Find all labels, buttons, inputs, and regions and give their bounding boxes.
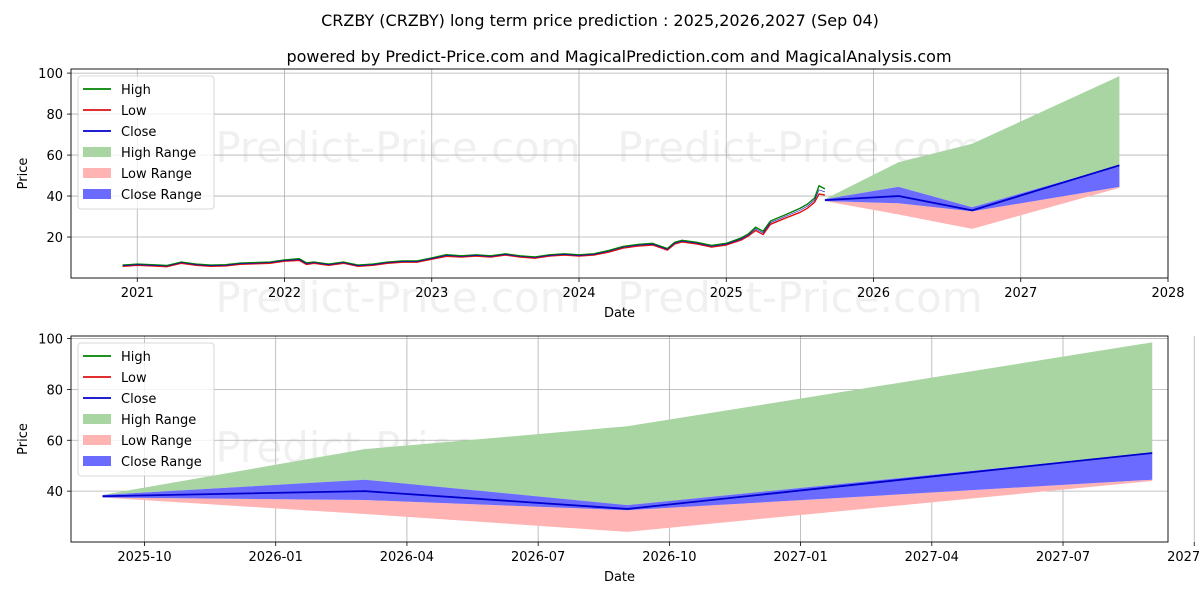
y-axis-label: Price: [16, 423, 31, 455]
chart-subtitle: powered by Predict-Price.com and Magical…: [286, 47, 951, 66]
low-line: [122, 193, 826, 268]
x-tick-label: 2023: [415, 286, 448, 301]
legend-low-range-swatch: [83, 435, 111, 445]
y-tick-label: 100: [38, 67, 63, 82]
y-tick-label: 60: [46, 434, 63, 449]
close-range-band: [824, 165, 1120, 212]
x-axis-label: Date: [604, 306, 635, 321]
legend-close-label: Close: [121, 125, 156, 140]
legend-close-range-label: Close Range: [121, 455, 202, 470]
y-tick-label: 20: [46, 231, 63, 246]
watermark: Predict-Price.com: [215, 123, 580, 172]
x-tick-label: 2026: [857, 286, 890, 301]
legend-low-label: Low: [121, 371, 147, 386]
x-tick-label: 2022: [268, 286, 301, 301]
x-tick-label: 2027-04: [905, 550, 959, 565]
high-range-band: [824, 76, 1120, 208]
x-tick-label: 2026-01: [249, 550, 303, 565]
legend-low-label: Low: [121, 104, 147, 119]
x-tick-label: 2026-04: [380, 550, 434, 565]
legend-high-range-label: High Range: [121, 146, 196, 161]
high-line: [122, 185, 826, 267]
low-range-band: [102, 479, 1153, 532]
legend-close-range-swatch: [83, 456, 111, 466]
x-tick-label: 2025: [710, 286, 743, 301]
legend-close-range-label: Close Range: [121, 188, 202, 203]
low-range-band: [824, 186, 1120, 229]
x-axis-label: Date: [604, 570, 635, 585]
y-axis-label: Price: [16, 158, 31, 190]
legend-high-range-swatch: [83, 414, 111, 424]
y-tick-label: 60: [46, 149, 63, 164]
x-tick-label: 2026-07: [511, 550, 565, 565]
close-range-band: [102, 452, 1153, 511]
legend-close-label: Close: [121, 392, 156, 407]
legend-low-range-label: Low Range: [121, 434, 192, 449]
x-tick-label: 2027-10: [1167, 550, 1200, 565]
y-tick-label: 80: [46, 108, 63, 123]
watermark: Predict-Price.com: [215, 273, 580, 322]
legend-high-label: High: [121, 83, 151, 98]
x-tick-label: 2026-10: [642, 550, 696, 565]
y-tick-label: 100: [38, 333, 63, 348]
axes-frame: [70, 335, 1169, 543]
close-forecast-line: [102, 452, 1153, 510]
legend-box: [77, 75, 215, 210]
watermark: Predict-Price.com: [617, 273, 982, 322]
legend-close-range-swatch: [83, 189, 111, 199]
bottom-panel: 2025-10 2026-01 2026-04 2026-07 2026-10 2027-…: [16, 333, 1200, 585]
x-tick-label: 2027: [1004, 286, 1037, 301]
close-history-line: [122, 189, 826, 267]
legend-high-range-label: High Range: [121, 413, 196, 428]
legend-low-range-swatch: [83, 168, 111, 178]
x-tick-label: 2027-07: [1036, 550, 1090, 565]
y-tick-label: 80: [46, 383, 63, 398]
x-tick-label: 2028: [1151, 286, 1184, 301]
legend-box: [77, 342, 215, 477]
x-tick-label: 2027-01: [773, 550, 827, 565]
x-tick-label: 2025-10: [117, 550, 171, 565]
close-forecast-line: [824, 164, 1120, 212]
top-panel: 2021 2022 2023 2024 2025 2026 2027 2028 20 40 60 80…: [16, 67, 1185, 321]
legend-low-range-label: Low Range: [121, 167, 192, 182]
axes-frame: [70, 68, 1169, 279]
y-tick-label: 40: [46, 485, 63, 500]
x-tick-label: 2021: [121, 286, 154, 301]
legend-high-label: High: [121, 350, 151, 365]
x-tick-label: 2024: [562, 286, 595, 301]
y-tick-label: 40: [46, 190, 63, 205]
legend-high-range-swatch: [83, 147, 111, 157]
chart-title: CRZBY (CRZBY) long term price prediction…: [321, 11, 879, 30]
high-range-band: [102, 342, 1153, 506]
